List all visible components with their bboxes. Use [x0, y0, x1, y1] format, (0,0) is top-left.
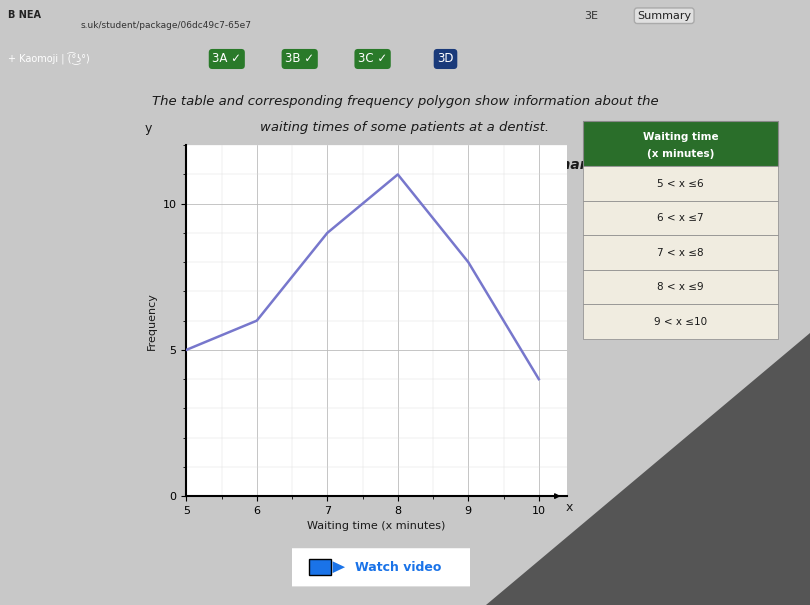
Text: Watch video: Watch video: [356, 561, 441, 574]
FancyBboxPatch shape: [309, 558, 330, 575]
Text: s.uk/student/package/06dc49c7-65e7: s.uk/student/package/06dc49c7-65e7: [81, 21, 252, 30]
Text: x: x: [565, 502, 573, 514]
Text: 9 < x ≤10: 9 < x ≤10: [654, 316, 707, 327]
Text: 6 < x ≤7: 6 < x ≤7: [657, 213, 704, 223]
Text: The table and corresponding frequency polygon show information about the: The table and corresponding frequency po…: [151, 95, 659, 108]
FancyBboxPatch shape: [583, 270, 778, 304]
Text: 3E: 3E: [584, 11, 599, 21]
Text: 7 < x ≤8: 7 < x ≤8: [657, 247, 704, 258]
Text: Waiting time: Waiting time: [642, 132, 718, 142]
Text: more than 7 minutes?: more than 7 minutes?: [304, 157, 680, 172]
Text: 3B ✓: 3B ✓: [285, 53, 314, 65]
Y-axis label: Frequency: Frequency: [147, 292, 157, 350]
FancyBboxPatch shape: [583, 121, 778, 166]
Text: waiting times of some patients at a dentist.: waiting times of some patients at a dent…: [261, 121, 549, 134]
FancyBboxPatch shape: [583, 166, 778, 201]
Text: 3A ✓: 3A ✓: [212, 53, 241, 65]
Text: 3C ✓: 3C ✓: [358, 53, 387, 65]
Text: Summary: Summary: [637, 11, 691, 21]
Text: (x minutes): (x minutes): [646, 149, 714, 159]
Text: y: y: [144, 122, 152, 135]
Text: + Kaomoji | (͡°͜ʖ°): + Kaomoji | (͡°͜ʖ°): [8, 53, 90, 65]
FancyBboxPatch shape: [283, 548, 479, 587]
FancyBboxPatch shape: [583, 201, 778, 235]
Text: 8 < x ≤9: 8 < x ≤9: [657, 282, 704, 292]
Text: 3D: 3D: [437, 53, 454, 65]
FancyBboxPatch shape: [583, 304, 778, 339]
X-axis label: Waiting time (x minutes): Waiting time (x minutes): [308, 522, 446, 531]
Text: 5 < x ≤6: 5 < x ≤6: [657, 178, 704, 189]
FancyBboxPatch shape: [583, 235, 778, 270]
Polygon shape: [486, 333, 810, 605]
Text: B NEA: B NEA: [8, 10, 41, 20]
Text: What fraction of patients waited for: What fraction of patients waited for: [304, 157, 556, 172]
Polygon shape: [333, 561, 345, 573]
